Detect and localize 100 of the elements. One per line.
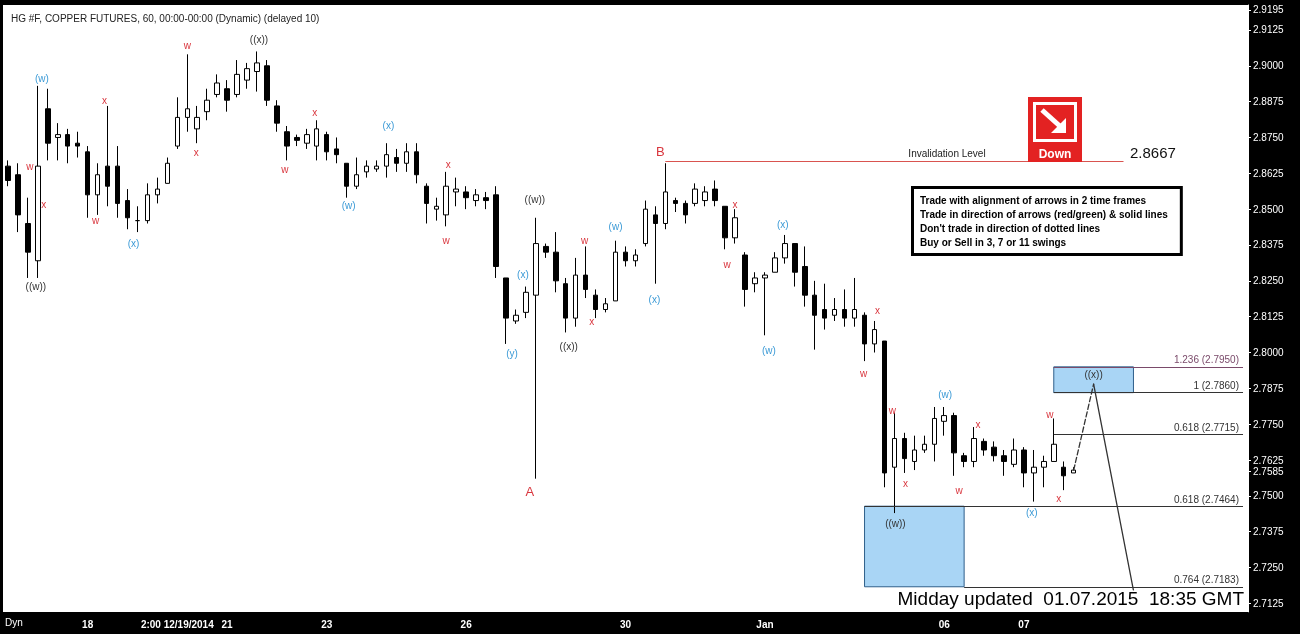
- candlestick: [762, 271, 768, 336]
- ref-line-label: 1 (2.7860): [1193, 380, 1240, 392]
- candlestick: [742, 251, 748, 308]
- y-tick-label: 2.9125: [1253, 24, 1285, 36]
- candlestick: [364, 159, 369, 179]
- candlestick: [951, 412, 957, 477]
- x-tick-label: 06: [938, 618, 951, 630]
- annotation: w: [280, 163, 290, 175]
- candlestick: [344, 162, 349, 199]
- annotation: w: [1045, 408, 1055, 420]
- candlestick: [334, 136, 339, 164]
- annotation: x: [193, 146, 199, 158]
- candlestick: [75, 131, 80, 159]
- annotation: ((w)): [25, 280, 47, 292]
- candlestick: [404, 142, 409, 173]
- y-tick-label: 2.7585: [1253, 466, 1285, 477]
- annotation: w: [954, 484, 964, 496]
- candlestick: [533, 217, 539, 480]
- candlestick: [912, 435, 917, 471]
- candlestick: [991, 440, 997, 462]
- candlestick: [493, 185, 499, 279]
- y-tick-label: 2.8000: [1253, 347, 1285, 359]
- candlestick: [194, 105, 200, 144]
- candlestick: [593, 288, 598, 319]
- candlestick: [732, 208, 738, 245]
- annotation: x: [312, 106, 318, 118]
- candlestick: [722, 205, 728, 250]
- annotation: x: [1056, 492, 1062, 504]
- candlestick: [414, 142, 419, 184]
- y-tick-label: 2.9000: [1253, 60, 1285, 72]
- x-tick-label: 2:00 12/19/2014: [140, 618, 215, 630]
- x-tick-label: Jan: [756, 618, 774, 630]
- x-tick-label: 23: [321, 618, 333, 630]
- candlestick: [553, 231, 559, 293]
- candlestick: [185, 53, 190, 133]
- candlestick: [772, 251, 778, 273]
- x-tick-label: 18: [82, 618, 94, 630]
- candlestick: [244, 62, 250, 90]
- candlestick: [603, 297, 608, 313]
- x-tick-label: 21: [221, 618, 234, 630]
- ref-line-label: 1.236 (2.7950): [1173, 354, 1240, 366]
- candlestick: [1031, 449, 1037, 503]
- candlestick: [65, 128, 70, 164]
- candlestick: [752, 271, 758, 293]
- candlestick: [1051, 417, 1057, 462]
- candlestick: [702, 185, 708, 207]
- candlestick: [832, 297, 837, 322]
- candlestick: [443, 171, 449, 227]
- candlestick: [45, 88, 51, 161]
- annotation: x: [102, 94, 108, 106]
- candlestick: [643, 200, 648, 247]
- candlestick: [633, 248, 638, 267]
- candlestick: [125, 188, 130, 230]
- candlestick: [842, 288, 847, 328]
- annotation: Trade with alignment of arrows in 2 time frames: [920, 194, 1147, 206]
- annotation: ((x)): [559, 340, 578, 352]
- candlestick: [782, 234, 788, 265]
- candlestick: [483, 191, 489, 210]
- candlestick: [434, 197, 439, 222]
- candlestick: [623, 245, 628, 267]
- candlestick: [1041, 455, 1047, 488]
- candlestick: [573, 257, 578, 328]
- candlestick: [981, 438, 987, 457]
- candlestick: [224, 79, 230, 113]
- y-tick-label: 2.8875: [1253, 96, 1285, 108]
- candlestick: [673, 197, 678, 213]
- annotation: x: [874, 304, 880, 316]
- candlestick: [304, 128, 310, 150]
- candlestick: [394, 148, 399, 173]
- candlestick: [214, 73, 220, 98]
- candlestick: [314, 119, 319, 161]
- annotation: x: [445, 158, 451, 170]
- candlestick: [523, 286, 529, 319]
- ref-line-label: 0.764 (2.7183): [1173, 574, 1240, 586]
- candlestick: [274, 99, 280, 133]
- annotation: B: [656, 143, 665, 159]
- candlestick: [424, 182, 429, 224]
- annotation: ((x)): [1084, 368, 1103, 380]
- annotation: Midday updated 01.07.2015 18:35 GMT: [897, 587, 1245, 609]
- annotation: x: [589, 315, 595, 327]
- candlestick: [85, 145, 90, 219]
- annotation: (w): [34, 72, 49, 84]
- annotation: w: [25, 160, 35, 172]
- candlestick: [254, 50, 260, 93]
- candlestick: [115, 145, 120, 219]
- candlestick: [25, 197, 31, 279]
- candlestick: [105, 105, 110, 207]
- candlestick: [5, 159, 11, 187]
- candlestick: [663, 162, 668, 230]
- y-tick-label: 2.7750: [1253, 418, 1285, 430]
- annotation: (x): [127, 237, 140, 249]
- annotation: Trade in direction of arrows (red/green) & solid lines: [920, 208, 1169, 220]
- candlestick: [862, 311, 867, 362]
- candlestick: [941, 406, 947, 437]
- annotation: x: [975, 418, 981, 430]
- candlestick: [95, 162, 100, 216]
- candlestick: [165, 157, 170, 184]
- x-tick-label: 07: [1018, 618, 1030, 630]
- annotation: x: [41, 198, 47, 210]
- annotation: w: [441, 234, 451, 246]
